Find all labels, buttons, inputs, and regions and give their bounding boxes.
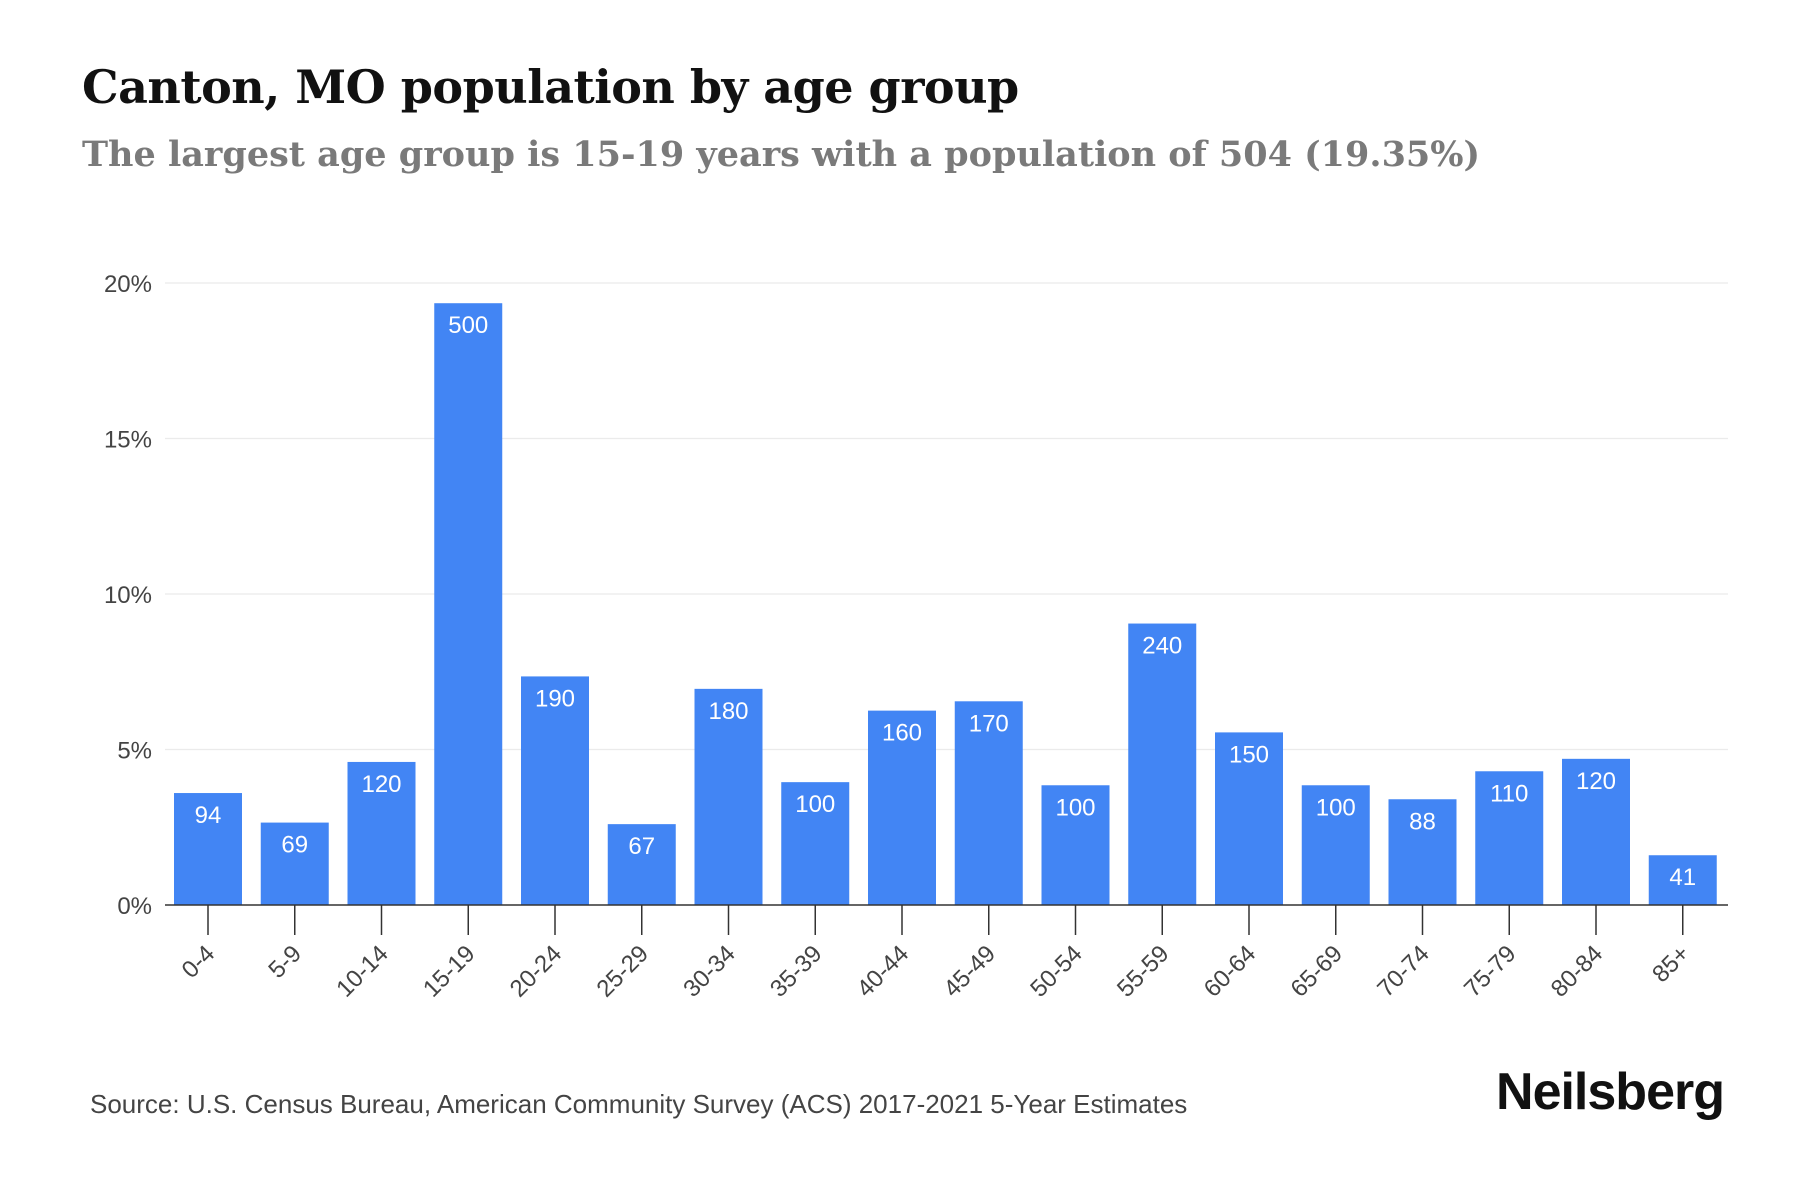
- bar-data-label: 41: [1669, 864, 1696, 891]
- bar: [260, 822, 329, 905]
- x-tick-label: 40-44: [852, 940, 915, 1003]
- x-tick-label: 70-74: [1372, 940, 1435, 1003]
- bar: [607, 824, 676, 905]
- bar: [868, 710, 936, 905]
- bar: [1648, 855, 1717, 905]
- source-note: Source: U.S. Census Bureau, American Com…: [90, 1089, 1188, 1119]
- chart-title: Canton, MO population by age group: [82, 60, 1019, 114]
- x-tick-label: 10-14: [331, 940, 394, 1003]
- bar: [954, 701, 1023, 905]
- grid-layer: [165, 282, 1728, 751]
- chart-subtitle: The largest age group is 15-19 years wit…: [82, 134, 1481, 175]
- x-tick-label: 75-79: [1459, 940, 1522, 1003]
- x-tick-label: 30-34: [678, 940, 741, 1003]
- y-tick-label: 0%: [117, 893, 152, 920]
- bar-data-label: 240: [1142, 633, 1182, 660]
- bar: [434, 303, 503, 906]
- brand-logo: Neilsberg: [1496, 1063, 1725, 1121]
- bar: [1301, 785, 1370, 905]
- bar-data-label: 180: [708, 698, 748, 725]
- x-tick-label: 55-59: [1112, 940, 1175, 1003]
- x-tick-label: 35-39: [765, 940, 828, 1003]
- x-tick-label: 20-24: [505, 940, 568, 1003]
- y-tick-label: 20%: [104, 271, 152, 298]
- bar-data-label: 67: [628, 833, 655, 860]
- bar-layer: 94 69 120 500 190 67 180 100 160 170 100 240 150 100 8…: [174, 303, 1717, 906]
- bar: [694, 688, 763, 905]
- bar-data-label: 190: [535, 685, 575, 712]
- bar-data-label: 120: [1576, 768, 1616, 795]
- bar-data-label: 110: [1490, 780, 1528, 807]
- bar: [1475, 771, 1544, 905]
- x-tick-label: 0-4: [177, 940, 221, 984]
- bar: [347, 761, 416, 905]
- x-tick-label: 65-69: [1285, 940, 1348, 1003]
- bar: [1128, 623, 1197, 905]
- x-tick-label: 50-54: [1025, 940, 1088, 1003]
- x-tick-label: 25-29: [591, 940, 654, 1003]
- bar: [521, 676, 589, 905]
- x-tick-label: 5-9: [263, 940, 307, 984]
- y-tick-label: 15%: [104, 427, 152, 454]
- bar: [1215, 732, 1283, 905]
- bar-data-label: 170: [969, 710, 1009, 737]
- bar: [1562, 758, 1630, 905]
- y-tick-label: 10%: [104, 582, 152, 609]
- bar-data-label: 100: [1055, 794, 1095, 821]
- y-tick-label: 5%: [117, 738, 152, 765]
- bar: [1388, 799, 1457, 905]
- bar-data-label: 88: [1409, 808, 1436, 835]
- bar-data-label: 500: [448, 312, 488, 339]
- bar: [174, 793, 242, 905]
- bar-data-label: 69: [281, 832, 308, 859]
- bar-data-label: 160: [882, 720, 922, 747]
- bar-data-label: 120: [361, 771, 401, 798]
- bar: [781, 782, 850, 905]
- bar-data-label: 94: [195, 802, 222, 829]
- bar-data-label: 150: [1229, 741, 1269, 768]
- x-tick-label: 45-49: [938, 940, 1001, 1003]
- x-tick-label: 15-19: [418, 940, 481, 1003]
- bar: [1041, 785, 1110, 905]
- bar-data-label: 100: [795, 791, 835, 818]
- x-tick-label: 85+: [1647, 940, 1695, 988]
- x-tick-label: 80-84: [1546, 940, 1609, 1003]
- bar-data-label: 100: [1316, 794, 1356, 821]
- x-tick-label: 60-64: [1199, 940, 1262, 1003]
